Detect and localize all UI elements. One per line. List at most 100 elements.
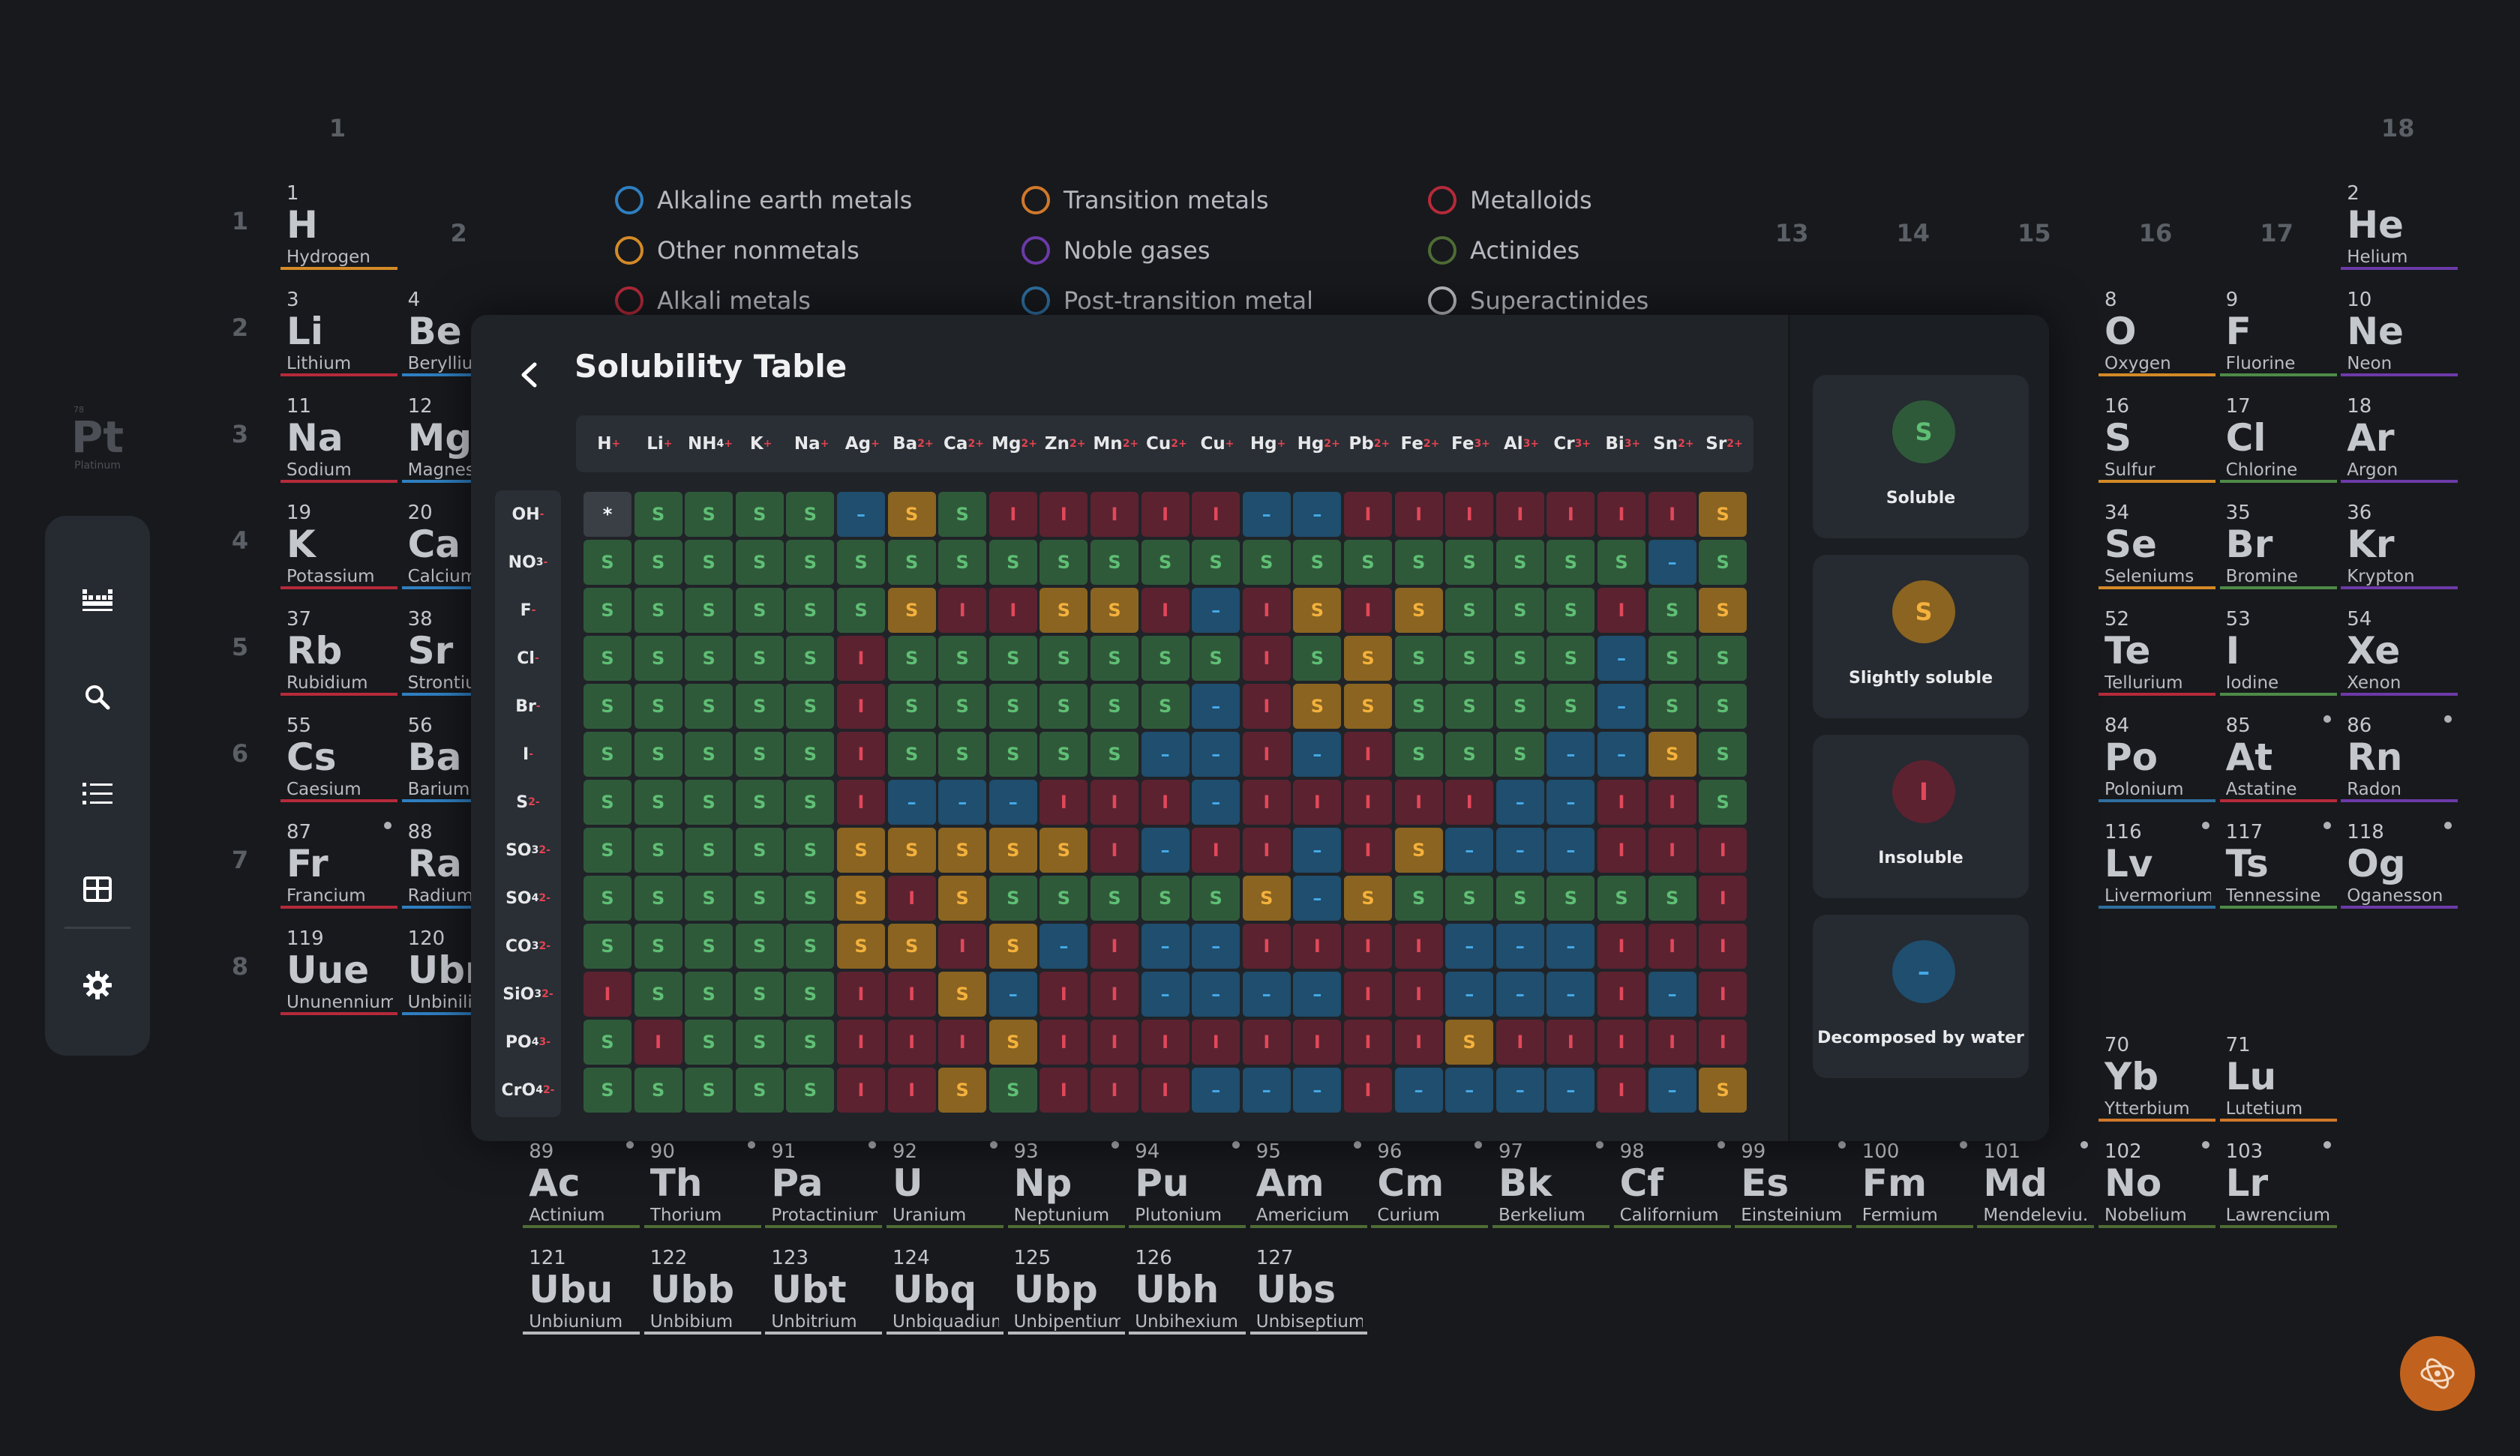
solubility-cell[interactable]: I [1394, 1020, 1443, 1065]
solubility-cell[interactable]: I [988, 492, 1037, 537]
solubility-cell[interactable]: S [1040, 828, 1088, 873]
solubility-cell[interactable]: S [1445, 588, 1494, 633]
solubility-cell[interactable]: S [1496, 732, 1544, 777]
solubility-cell[interactable]: S [634, 540, 682, 585]
solubility-cell[interactable]: I [837, 1020, 885, 1065]
solubility-cell[interactable]: I [837, 1068, 885, 1113]
element-tile-f[interactable]: 9 F Fluorine [2219, 283, 2337, 376]
solubility-cell[interactable]: I [1090, 924, 1138, 969]
search-button[interactable] [74, 673, 122, 721]
solubility-cell[interactable]: I [837, 732, 885, 777]
solubility-cell[interactable]: I [1648, 780, 1696, 825]
element-tile-lu[interactable]: 71 Lu Lutetium [2219, 1029, 2337, 1122]
solubility-cell[interactable]: – [1293, 876, 1342, 921]
solubility-cell[interactable]: S [1040, 684, 1088, 729]
solubility-cell[interactable]: S [1090, 684, 1138, 729]
solubility-cell[interactable]: S [988, 540, 1037, 585]
solubility-cell[interactable]: I [988, 588, 1037, 633]
element-tile-fm[interactable]: 100 Fm Fermium [1856, 1135, 1973, 1228]
solubility-cell[interactable]: S [1394, 732, 1443, 777]
solubility-cell[interactable]: S [1699, 492, 1748, 537]
solubility-cell[interactable]: S [685, 684, 734, 729]
solubility-cell[interactable]: S [735, 780, 784, 825]
solubility-cell[interactable]: S [1090, 732, 1138, 777]
solubility-cell[interactable]: – [1242, 492, 1291, 537]
solubility-cell[interactable]: I [1598, 972, 1646, 1017]
solubility-cell[interactable]: I [1090, 1020, 1138, 1065]
element-tile-ts[interactable]: 117 Ts Tennessine [2219, 816, 2337, 909]
element-tile-og[interactable]: 118 Og Oganesson [2341, 816, 2458, 909]
solubility-cell[interactable]: – [1192, 732, 1240, 777]
periodic-table-view-button[interactable] [74, 577, 122, 625]
solubility-cell[interactable]: I [837, 636, 885, 681]
solubility-cell[interactable]: S [1192, 540, 1240, 585]
solubility-cell[interactable]: S [1344, 684, 1392, 729]
solubility-cell[interactable]: I [1648, 828, 1696, 873]
solubility-cell[interactable]: I [1344, 588, 1392, 633]
solubility-cell[interactable]: – [1496, 780, 1544, 825]
solubility-cell[interactable]: I [1090, 492, 1138, 537]
solubility-cell[interactable]: I [634, 1020, 682, 1065]
solubility-cell[interactable]: S [685, 636, 734, 681]
solubility-cell[interactable]: – [1293, 492, 1342, 537]
solubility-cell[interactable]: S [584, 732, 632, 777]
solubility-cell[interactable]: S [584, 1020, 632, 1065]
element-tile-i[interactable]: 53 I Iodine [2219, 603, 2337, 696]
solubility-cell[interactable]: S [837, 924, 885, 969]
solubility-cell[interactable]: I [1598, 1020, 1646, 1065]
solubility-cell[interactable]: S [1293, 540, 1342, 585]
solubility-cell[interactable]: – [1141, 828, 1190, 873]
solubility-cell[interactable]: * [584, 492, 632, 537]
solubility-cell[interactable]: S [938, 828, 987, 873]
element-tile-li[interactable]: 3 Li Lithium [280, 283, 398, 376]
solubility-cell[interactable]: I [1141, 492, 1190, 537]
solubility-cell[interactable]: – [1445, 972, 1494, 1017]
solubility-cell[interactable]: I [938, 924, 987, 969]
solubility-cell[interactable]: – [1394, 1068, 1443, 1113]
solubility-cell[interactable]: S [786, 828, 835, 873]
solubility-cell[interactable]: S [1394, 828, 1443, 873]
solubility-cell[interactable]: S [786, 636, 835, 681]
solubility-cell[interactable]: S [1242, 540, 1291, 585]
solubility-cell[interactable]: I [1242, 636, 1291, 681]
solubility-cell[interactable]: – [1141, 732, 1190, 777]
solubility-cell[interactable]: S [735, 924, 784, 969]
solubility-cell[interactable]: S [1648, 732, 1696, 777]
solubility-cell[interactable]: I [1648, 492, 1696, 537]
element-tile-fr[interactable]: 87 Fr Francium [280, 816, 398, 909]
solubility-cell[interactable]: S [1344, 636, 1392, 681]
solubility-cell[interactable]: I [1699, 1020, 1748, 1065]
element-tile-ba[interactable]: 56 Ba Barium [401, 709, 519, 802]
solubility-cell[interactable]: S [735, 828, 784, 873]
solubility-cell[interactable]: I [1242, 828, 1291, 873]
solubility-cell[interactable]: I [1648, 1020, 1696, 1065]
atom-fab-button[interactable] [2400, 1336, 2475, 1411]
solubility-cell[interactable]: I [1344, 828, 1392, 873]
solubility-cell[interactable]: S [634, 732, 682, 777]
solubility-cell[interactable]: S [887, 588, 936, 633]
solubility-cell[interactable]: S [1141, 636, 1190, 681]
solubility-cell[interactable]: S [1699, 588, 1748, 633]
solubility-cell[interactable]: S [634, 636, 682, 681]
solubility-cell[interactable]: S [1192, 876, 1240, 921]
solubility-cell[interactable]: S [634, 492, 682, 537]
solubility-cell[interactable]: S [1040, 636, 1088, 681]
solubility-cell[interactable]: S [938, 876, 987, 921]
solubility-cell[interactable]: S [1394, 588, 1443, 633]
solubility-cell[interactable]: S [685, 1020, 734, 1065]
solubility-cell[interactable]: S [735, 732, 784, 777]
solubility-cell[interactable]: I [1394, 492, 1443, 537]
solubility-cell[interactable]: S [938, 732, 987, 777]
solubility-cell[interactable]: I [1040, 972, 1088, 1017]
solubility-cell[interactable]: S [1293, 588, 1342, 633]
solubility-cell[interactable]: – [1040, 924, 1088, 969]
solubility-cell[interactable]: – [1445, 828, 1494, 873]
solubility-cell[interactable]: – [1496, 828, 1544, 873]
solubility-cell[interactable]: I [1699, 924, 1748, 969]
solubility-cell[interactable]: I [1344, 924, 1392, 969]
element-tile-k[interactable]: 19 K Potassium [280, 496, 398, 589]
solubility-cell[interactable]: I [1192, 492, 1240, 537]
solubility-cell[interactable]: – [1546, 828, 1595, 873]
solubility-cell[interactable]: S [837, 876, 885, 921]
solubility-cell[interactable]: S [1648, 876, 1696, 921]
